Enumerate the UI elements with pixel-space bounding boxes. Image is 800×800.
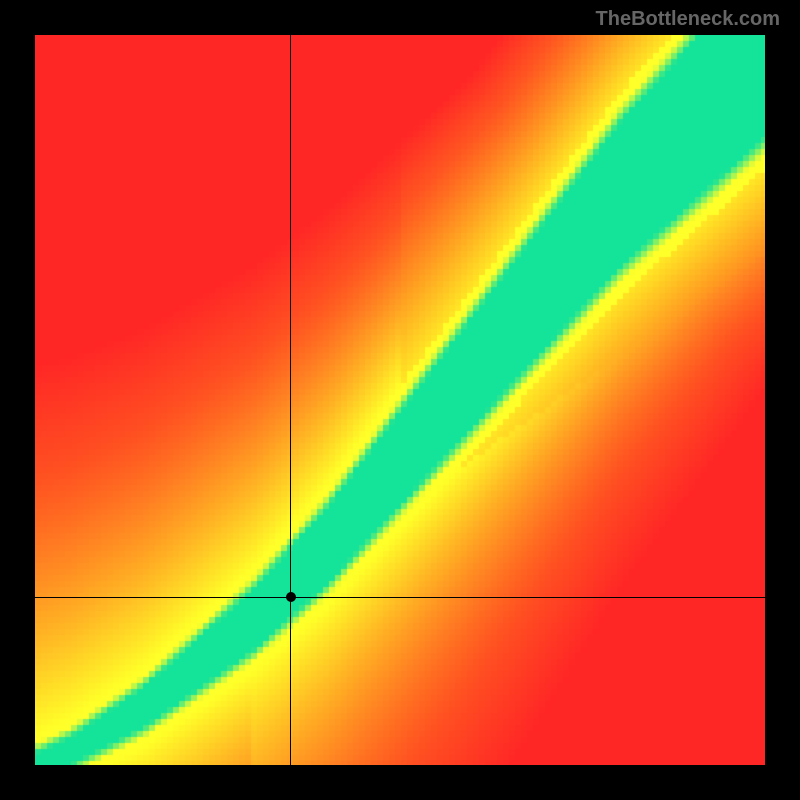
heatmap-chart bbox=[35, 35, 765, 765]
crosshair-horizontal bbox=[35, 597, 765, 598]
heatmap-canvas bbox=[35, 35, 765, 765]
crosshair-vertical bbox=[290, 35, 291, 765]
chart-container: TheBottleneck.com bbox=[0, 0, 800, 800]
watermark-text: TheBottleneck.com bbox=[596, 8, 780, 31]
crosshair-marker bbox=[286, 592, 296, 602]
